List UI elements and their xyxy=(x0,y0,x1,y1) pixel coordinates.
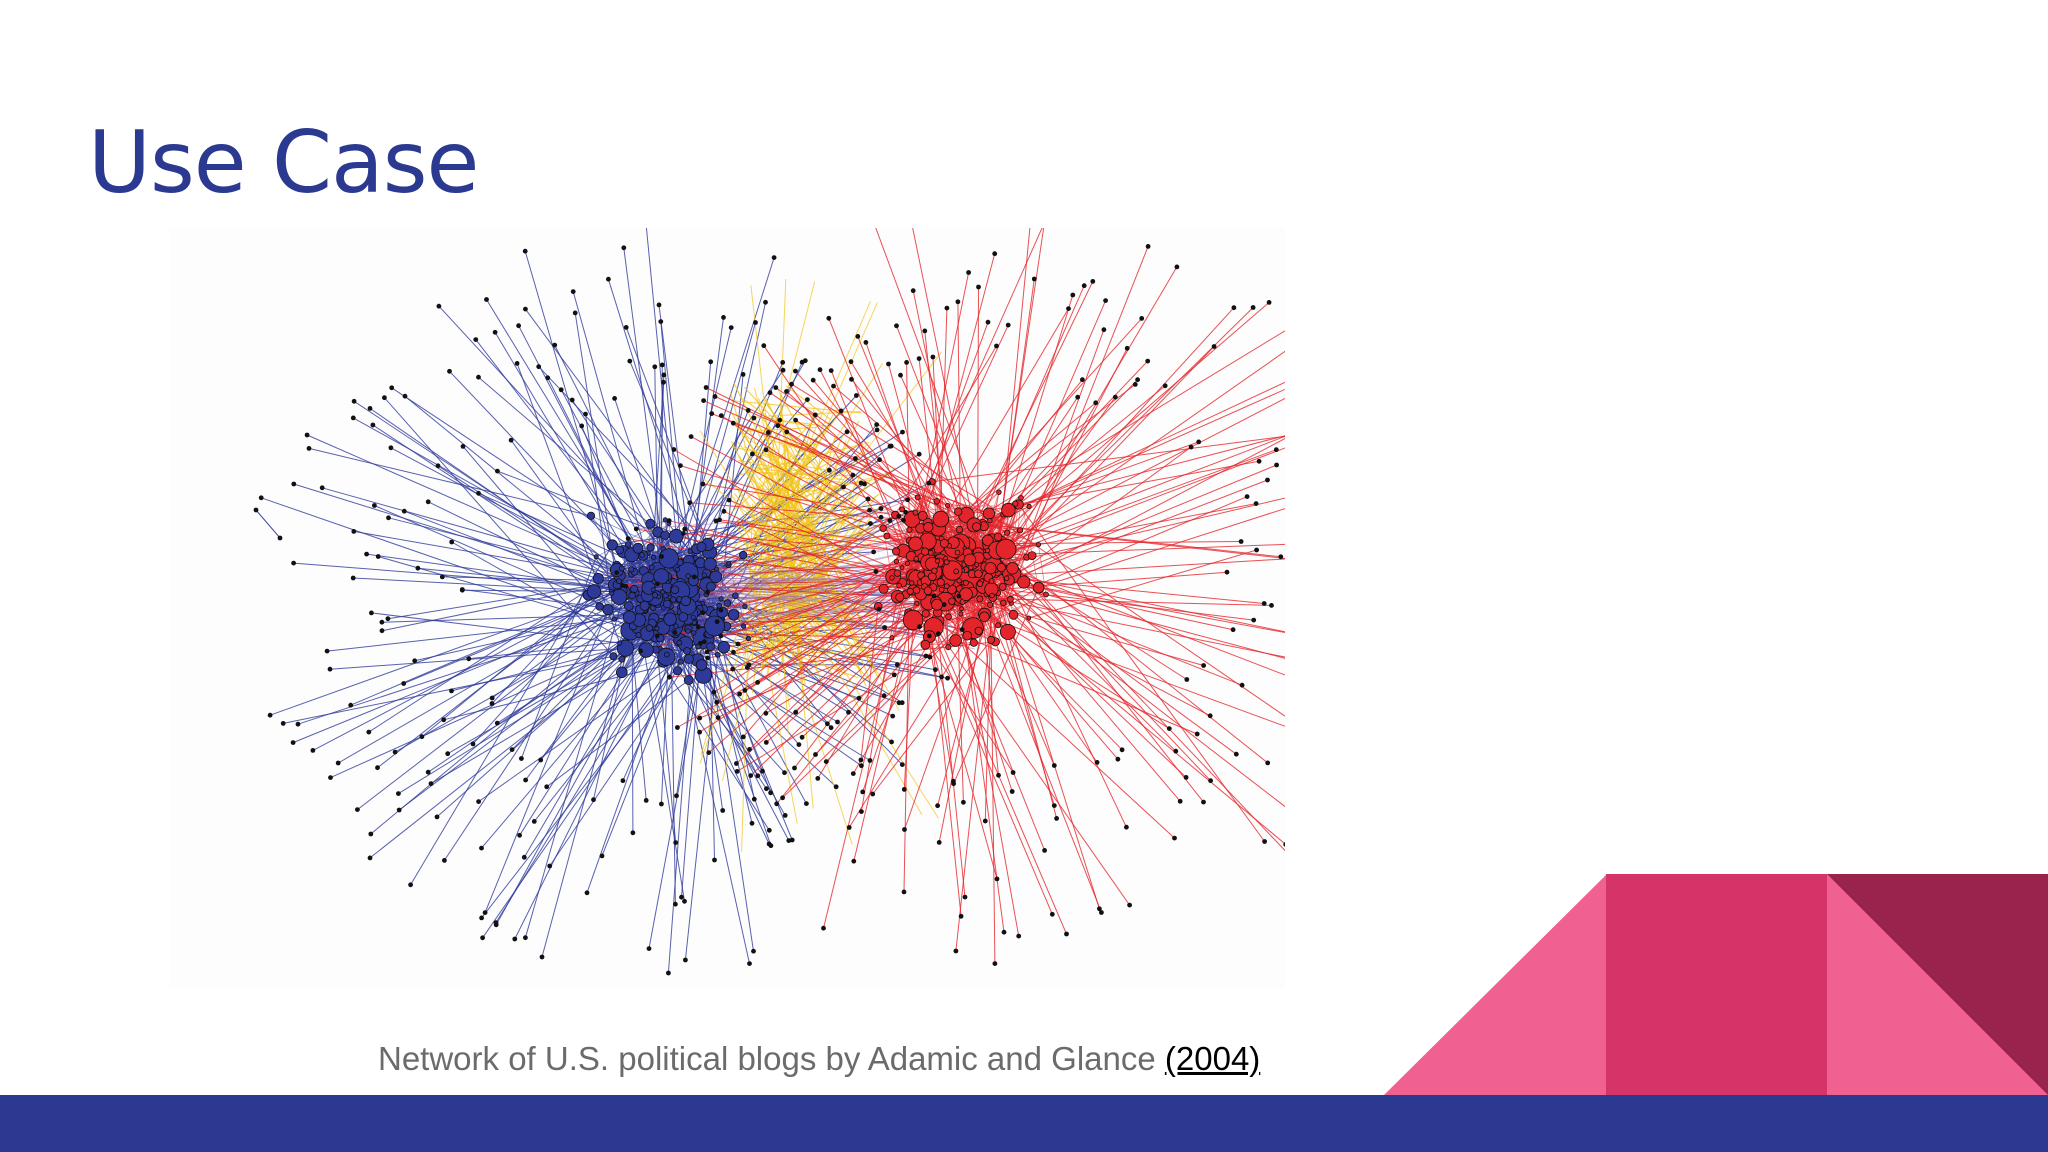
citation-link[interactable]: (2004) xyxy=(1164,1040,1261,1077)
red-cluster-nodes xyxy=(873,478,1049,651)
pink-block-middle xyxy=(1606,874,1828,1095)
peripheral-nodes xyxy=(253,244,1285,976)
slide-title: Use Case xyxy=(88,113,479,213)
bridge-edges xyxy=(598,278,1030,852)
pink-triangle-left xyxy=(1384,874,1607,1095)
caption-text: Network of U.S. political blogs by Adami… xyxy=(378,1040,1165,1077)
bottom-bar xyxy=(0,1095,2048,1152)
blue-cluster-nodes xyxy=(582,511,752,686)
figure-caption: Network of U.S. political blogs by Adami… xyxy=(378,1040,1260,1078)
pink-triangle-right xyxy=(1827,874,2048,1095)
network-figure xyxy=(170,228,1285,988)
network-graph-image xyxy=(253,228,1285,976)
